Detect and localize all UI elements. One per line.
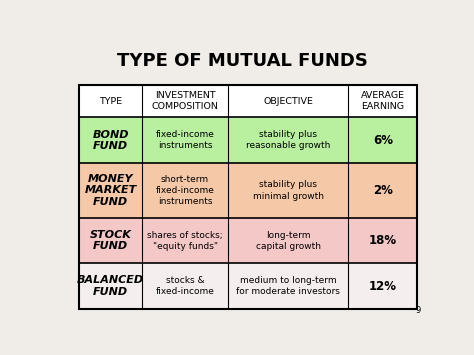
Text: shares of stocks;
"equity funds": shares of stocks; "equity funds" (147, 230, 223, 251)
Text: 9: 9 (416, 306, 421, 315)
Text: short-term
fixed-income
instruments: short-term fixed-income instruments (155, 175, 215, 206)
Text: BOND
FUND: BOND FUND (92, 130, 129, 151)
Text: TYPE: TYPE (99, 97, 122, 106)
Bar (80, 118, 418, 163)
Bar (80, 263, 418, 309)
Bar (80, 85, 418, 309)
Bar (80, 85, 418, 309)
Text: stocks &
fixed-income: stocks & fixed-income (155, 276, 215, 296)
Text: BALANCED
FUND: BALANCED FUND (77, 275, 144, 297)
Text: 2%: 2% (373, 184, 393, 197)
Text: fixed-income
instruments: fixed-income instruments (155, 130, 215, 151)
Text: stability plus
reasonable growth: stability plus reasonable growth (246, 130, 330, 151)
Text: AVERAGE
EARNING: AVERAGE EARNING (361, 91, 405, 111)
Text: MONEY
MARKET
FUND: MONEY MARKET FUND (84, 174, 137, 207)
Bar (80, 218, 418, 263)
Text: OBJECTIVE: OBJECTIVE (263, 97, 313, 106)
Bar (80, 163, 418, 218)
Text: medium to long-term
for moderate investors: medium to long-term for moderate investo… (236, 276, 340, 296)
Text: STOCK
FUND: STOCK FUND (90, 230, 132, 251)
Text: 12%: 12% (369, 280, 397, 293)
Text: long-term
capital growth: long-term capital growth (255, 230, 320, 251)
Text: TYPE OF MUTUAL FUNDS: TYPE OF MUTUAL FUNDS (118, 52, 368, 70)
Text: stability plus
minimal growth: stability plus minimal growth (253, 180, 324, 201)
Text: INVESTMENT
COMPOSITION: INVESTMENT COMPOSITION (152, 91, 219, 111)
Text: 18%: 18% (369, 234, 397, 247)
Text: 6%: 6% (373, 134, 393, 147)
